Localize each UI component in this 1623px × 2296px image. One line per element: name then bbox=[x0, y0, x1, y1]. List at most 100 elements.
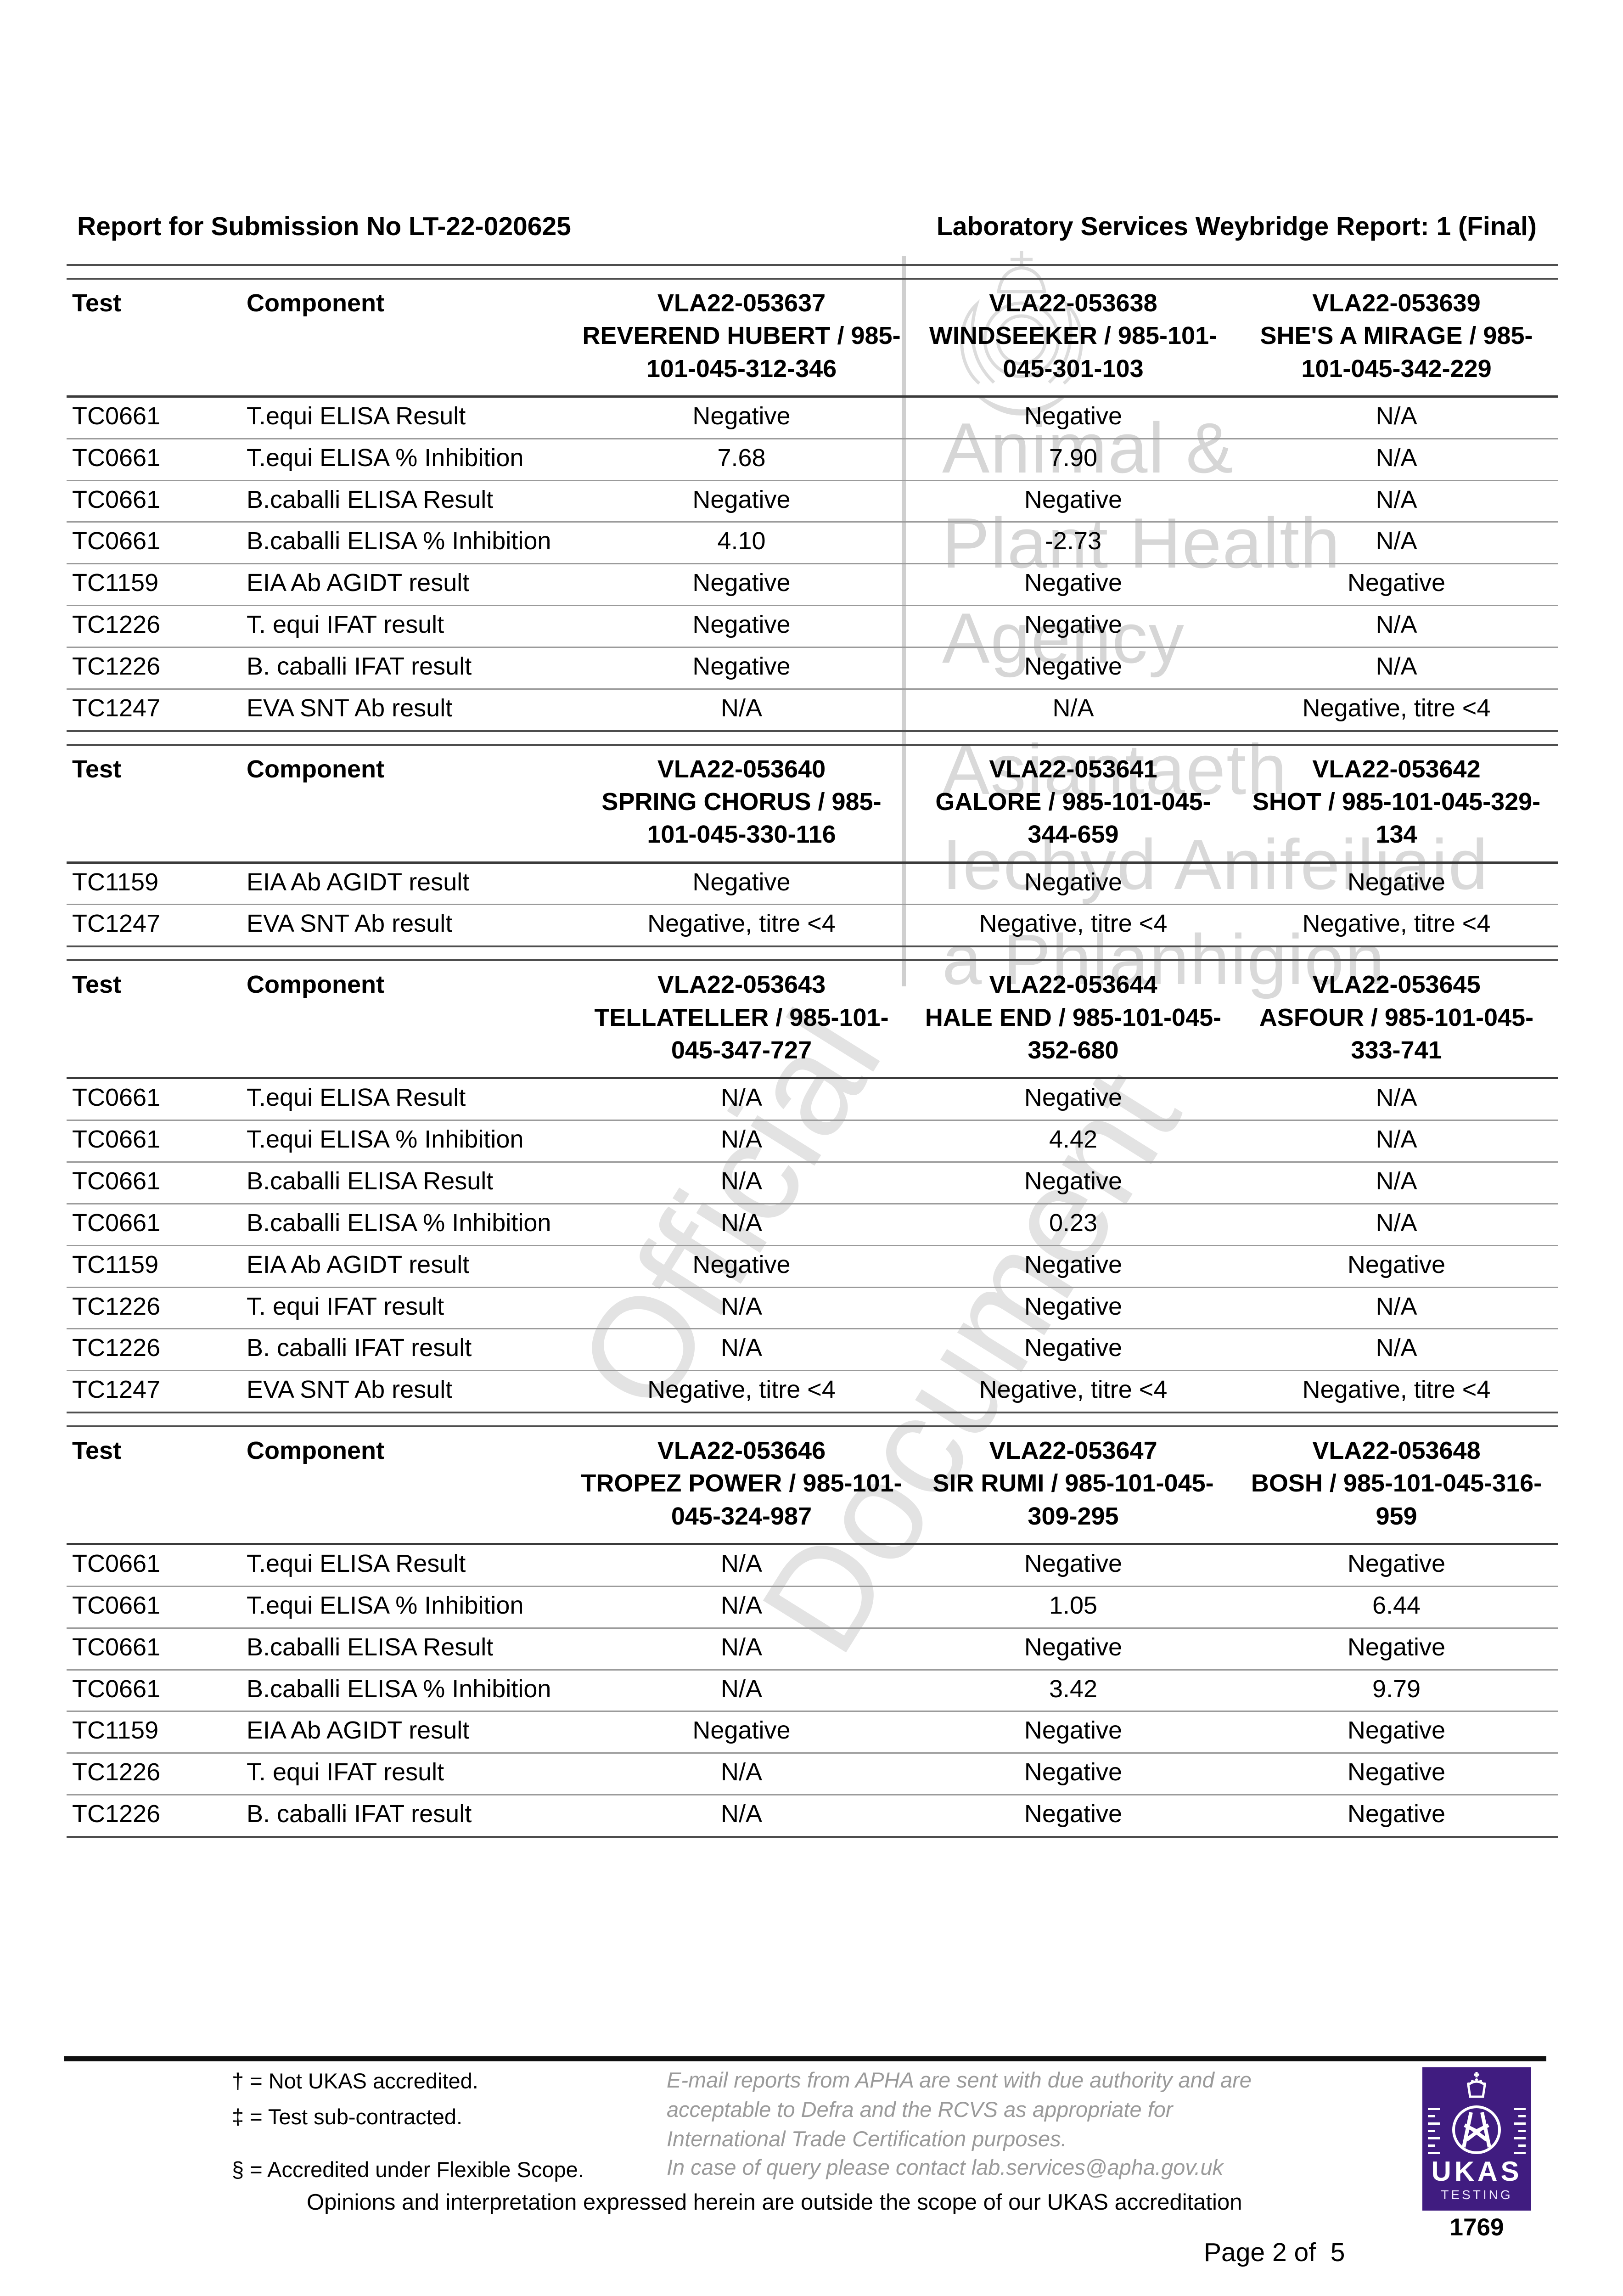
component-cell: EIA Ab AGIDT result bbox=[241, 563, 572, 607]
ukas-mark-icon bbox=[1462, 2112, 1491, 2148]
results-table-section: Test Component VLA22-053646 TROPEZ POWER / … bbox=[67, 1412, 1558, 1839]
result-cell: N/A bbox=[1235, 1120, 1558, 1163]
footer-separator-line bbox=[64, 2056, 1546, 2061]
component-cell: B.caballi ELISA % Inhibition bbox=[241, 1204, 572, 1246]
result-cell: Negative bbox=[911, 480, 1235, 523]
result-cell: N/A bbox=[720, 694, 763, 722]
results-table: Test Component VLA22-053643 TELLATELLER / 9… bbox=[67, 945, 1558, 1412]
ukas-category-label: TESTING bbox=[1441, 2188, 1513, 2202]
column-header-component: Component bbox=[241, 743, 572, 864]
component-cell: T.equi ELISA Result bbox=[241, 396, 572, 439]
result-cell: N/A bbox=[1235, 605, 1558, 648]
column-header-component: Component bbox=[241, 277, 572, 398]
sample-id: VLA22-053645 bbox=[1312, 971, 1481, 999]
result-cell: N/A bbox=[1235, 1328, 1558, 1372]
column-header-sample: VLA22-053637 REVEREND HUBERT / 985-101-04… bbox=[572, 277, 911, 398]
ukas-wordmark: UKAS bbox=[1431, 2156, 1522, 2187]
table-row: TC1159 EIA Ab AGIDT result Negative Negativ… bbox=[67, 1245, 1558, 1288]
result-cell: 0.23 bbox=[911, 1204, 1235, 1246]
sample-name: SHOT / 985-101-045-329-134 bbox=[1252, 788, 1541, 849]
test-code-cell: TC0661 bbox=[67, 480, 241, 523]
results-table: Test Component VLA22-053637 REVEREND HUBERT… bbox=[67, 264, 1558, 730]
result-cell: N/A bbox=[572, 1544, 911, 1587]
ruler-ticks-icon bbox=[1428, 2108, 1526, 2154]
results-table: Test Component VLA22-053646 TROPEZ POWER / … bbox=[67, 1412, 1558, 1839]
result-cell: Negative bbox=[911, 1245, 1235, 1288]
component-cell: B.caballi ELISA Result bbox=[241, 1628, 572, 1671]
result-cell: N/A bbox=[572, 1753, 911, 1796]
component-cell: EIA Ab AGIDT result bbox=[241, 1245, 572, 1288]
component-cell: EVA SNT Ab result bbox=[247, 694, 453, 722]
sample-name: ASFOUR / 985-101-045-333-741 bbox=[1259, 1003, 1534, 1064]
result-cell: Negative bbox=[572, 480, 911, 523]
result-cell: Negative bbox=[1235, 1544, 1558, 1587]
query-note: In case of query please contact lab.serv… bbox=[667, 2155, 1224, 2179]
test-code-cell: TC0661 bbox=[67, 1628, 241, 1671]
component-cell: T.equi ELISA % Inhibition bbox=[241, 1120, 572, 1163]
component-cell: EIA Ab AGIDT result bbox=[241, 862, 572, 906]
result-cell: Negative bbox=[911, 563, 1235, 607]
result-cell: N/A bbox=[1235, 522, 1558, 565]
result-cell: N/A bbox=[572, 1628, 911, 1671]
results-table-section: Test Component VLA22-053640 SPRING CHORUS /… bbox=[67, 730, 1558, 946]
result-cell: Negative bbox=[1235, 563, 1558, 607]
footnote: † = Not UKAS accredited. bbox=[232, 2069, 478, 2093]
result-cell: 1.05 bbox=[911, 1586, 1235, 1629]
authority-note: E-mail reports from APHA are sent with d… bbox=[667, 2068, 1252, 2151]
table-row: TC1226 T. equi IFAT result Negative Negativ… bbox=[67, 605, 1558, 648]
column-header-test: Test bbox=[67, 743, 241, 864]
test-code-cell: TC0661 bbox=[67, 439, 241, 481]
component-cell: B.caballi ELISA % Inhibition bbox=[241, 1670, 572, 1712]
table-row: TC0661 B.caballi ELISA % Inhibition 4.10 -2… bbox=[67, 522, 1558, 565]
result-cell: -2.73 bbox=[911, 522, 1235, 565]
test-code-cell: TC1159 bbox=[67, 1711, 241, 1754]
sample-id: VLA22-053644 bbox=[989, 971, 1157, 999]
result-cell: N/A bbox=[1235, 1078, 1558, 1121]
sample-name: SIR RUMI / 985-101-045-309-295 bbox=[932, 1469, 1214, 1530]
table-row: TC0661 B.caballi ELISA Result Negative Nega… bbox=[67, 480, 1558, 523]
result-cell: N/A bbox=[572, 1287, 911, 1330]
sample-id: VLA22-053648 bbox=[1312, 1437, 1481, 1465]
table-row: TC1226 T. equi IFAT result N/A Negative Nega… bbox=[67, 1753, 1558, 1796]
result-cell: Negative, titre <4 bbox=[1302, 1376, 1491, 1404]
component-cell: EIA Ab AGIDT result bbox=[241, 1711, 572, 1754]
component-cell: T.equi ELISA Result bbox=[241, 1544, 572, 1587]
result-cell: N/A bbox=[572, 1120, 911, 1163]
result-cell: Negative bbox=[572, 396, 911, 439]
table-row: TC1159 EIA Ab AGIDT result Negative Negativ… bbox=[67, 1711, 1558, 1754]
result-cell: 9.79 bbox=[1235, 1670, 1558, 1712]
column-header-sample: VLA22-053645 ASFOUR / 985-101-045-333-741 bbox=[1235, 959, 1558, 1080]
table-row: TC1226 T. equi IFAT result N/A Negative N/A bbox=[67, 1287, 1558, 1330]
sample-id: VLA22-053640 bbox=[657, 755, 826, 783]
result-cell: Negative bbox=[1235, 1245, 1558, 1288]
result-cell: 4.10 bbox=[572, 522, 911, 565]
test-code-cell: TC0661 bbox=[67, 1078, 241, 1121]
footnotes: † = Not UKAS accredited. ‡ = Test sub-con… bbox=[232, 2067, 584, 2183]
footnote: ‡ = Test sub-contracted. bbox=[232, 2105, 463, 2129]
result-cell: Negative bbox=[911, 1328, 1235, 1372]
test-code-cell: TC0661 bbox=[67, 1670, 241, 1712]
test-code-cell: TC0661 bbox=[67, 1120, 241, 1163]
table-row: TC1247 EVA SNT Ab result N/A N/A Negative, t… bbox=[67, 689, 1558, 730]
result-cell: Negative bbox=[1235, 1795, 1558, 1839]
result-cell: 7.68 bbox=[572, 439, 911, 481]
crown-icon bbox=[1467, 2080, 1486, 2098]
table-row: TC1247 EVA SNT Ab result Negative, titre <… bbox=[67, 1371, 1558, 1412]
table-row: TC1226 B. caballi IFAT result Negative Nega… bbox=[67, 647, 1558, 690]
component-cell: B. caballi IFAT result bbox=[241, 1328, 572, 1372]
component-cell: T.equi ELISA % Inhibition bbox=[241, 1586, 572, 1629]
table-top-spacer bbox=[67, 1412, 1558, 1427]
sample-name: HALE END / 985-101-045-352-680 bbox=[925, 1003, 1222, 1064]
result-cell: Negative bbox=[911, 1795, 1235, 1839]
opinions-note: Opinions and interpretation expressed he… bbox=[307, 2190, 1242, 2215]
component-cell: B. caballi IFAT result bbox=[241, 647, 572, 690]
result-cell: Negative bbox=[1235, 1711, 1558, 1754]
test-code-cell: TC0661 bbox=[67, 522, 241, 565]
test-code-cell: TC0661 bbox=[67, 1544, 241, 1587]
table-row: TC1226 B. caballi IFAT result N/A Negative N… bbox=[67, 1328, 1558, 1372]
component-cell: EVA SNT Ab result bbox=[247, 1376, 453, 1404]
results-tables: Test Component VLA22-053637 REVEREND HUBERT… bbox=[67, 264, 1558, 1839]
result-cell: Negative bbox=[911, 1544, 1235, 1587]
result-cell: Negative bbox=[572, 1711, 911, 1754]
